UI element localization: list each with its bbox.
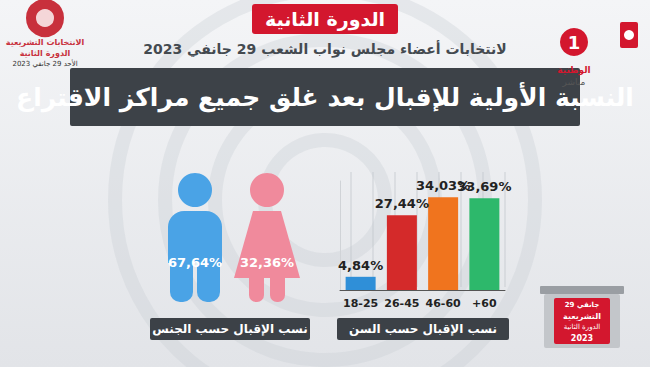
svg-text:2023: 2023 — [571, 334, 593, 343]
svg-text:4,84%: 4,84% — [338, 258, 383, 273]
svg-text:67,64%: 67,64% — [168, 255, 222, 270]
svg-text:46-60: 46-60 — [426, 297, 462, 310]
svg-text:الدورة الثانية: الدورة الثانية — [564, 323, 601, 331]
svg-text:النسبة الأولية للإقبال بعد غلق: النسبة الأولية للإقبال بعد غلق جميع مراك… — [16, 82, 634, 113]
svg-text:الدورة الثانية: الدورة الثانية — [265, 8, 385, 31]
svg-text:32,36%: 32,36% — [240, 255, 294, 270]
svg-text:34,03%: 34,03% — [416, 178, 471, 194]
svg-text:مباشر: مباشر — [562, 77, 586, 87]
svg-text:1: 1 — [568, 32, 581, 53]
svg-text:التشريعية: التشريعية — [563, 312, 601, 321]
svg-text:29 جانفي: 29 جانفي — [565, 301, 600, 309]
svg-text:نسب الإقبال حسب الجنس: نسب الإقبال حسب الجنس — [152, 322, 307, 336]
svg-text:نسب الإقبال حسب السن: نسب الإقبال حسب السن — [349, 322, 497, 336]
svg-text:الانتخابات التشريعية: الانتخابات التشريعية — [6, 38, 85, 47]
svg-text:26-45: 26-45 — [384, 297, 419, 310]
svg-text:18-25: 18-25 — [343, 297, 378, 310]
svg-text:33,69%: 33,69% — [457, 179, 511, 194]
svg-text:الوطنية: الوطنية — [557, 65, 590, 76]
svg-text:لانتخابات أعضاء مجلس نواب الشع: لانتخابات أعضاء مجلس نواب الشعب 29 جانفي… — [143, 40, 507, 58]
svg-text:الأحد 29 جانفي 2023: الأحد 29 جانفي 2023 — [12, 59, 77, 68]
svg-text:27,44%: 27,44% — [375, 196, 429, 211]
svg-text:+60: +60 — [472, 297, 497, 310]
svg-text:الدورة الثانية: الدورة الثانية — [20, 49, 71, 58]
